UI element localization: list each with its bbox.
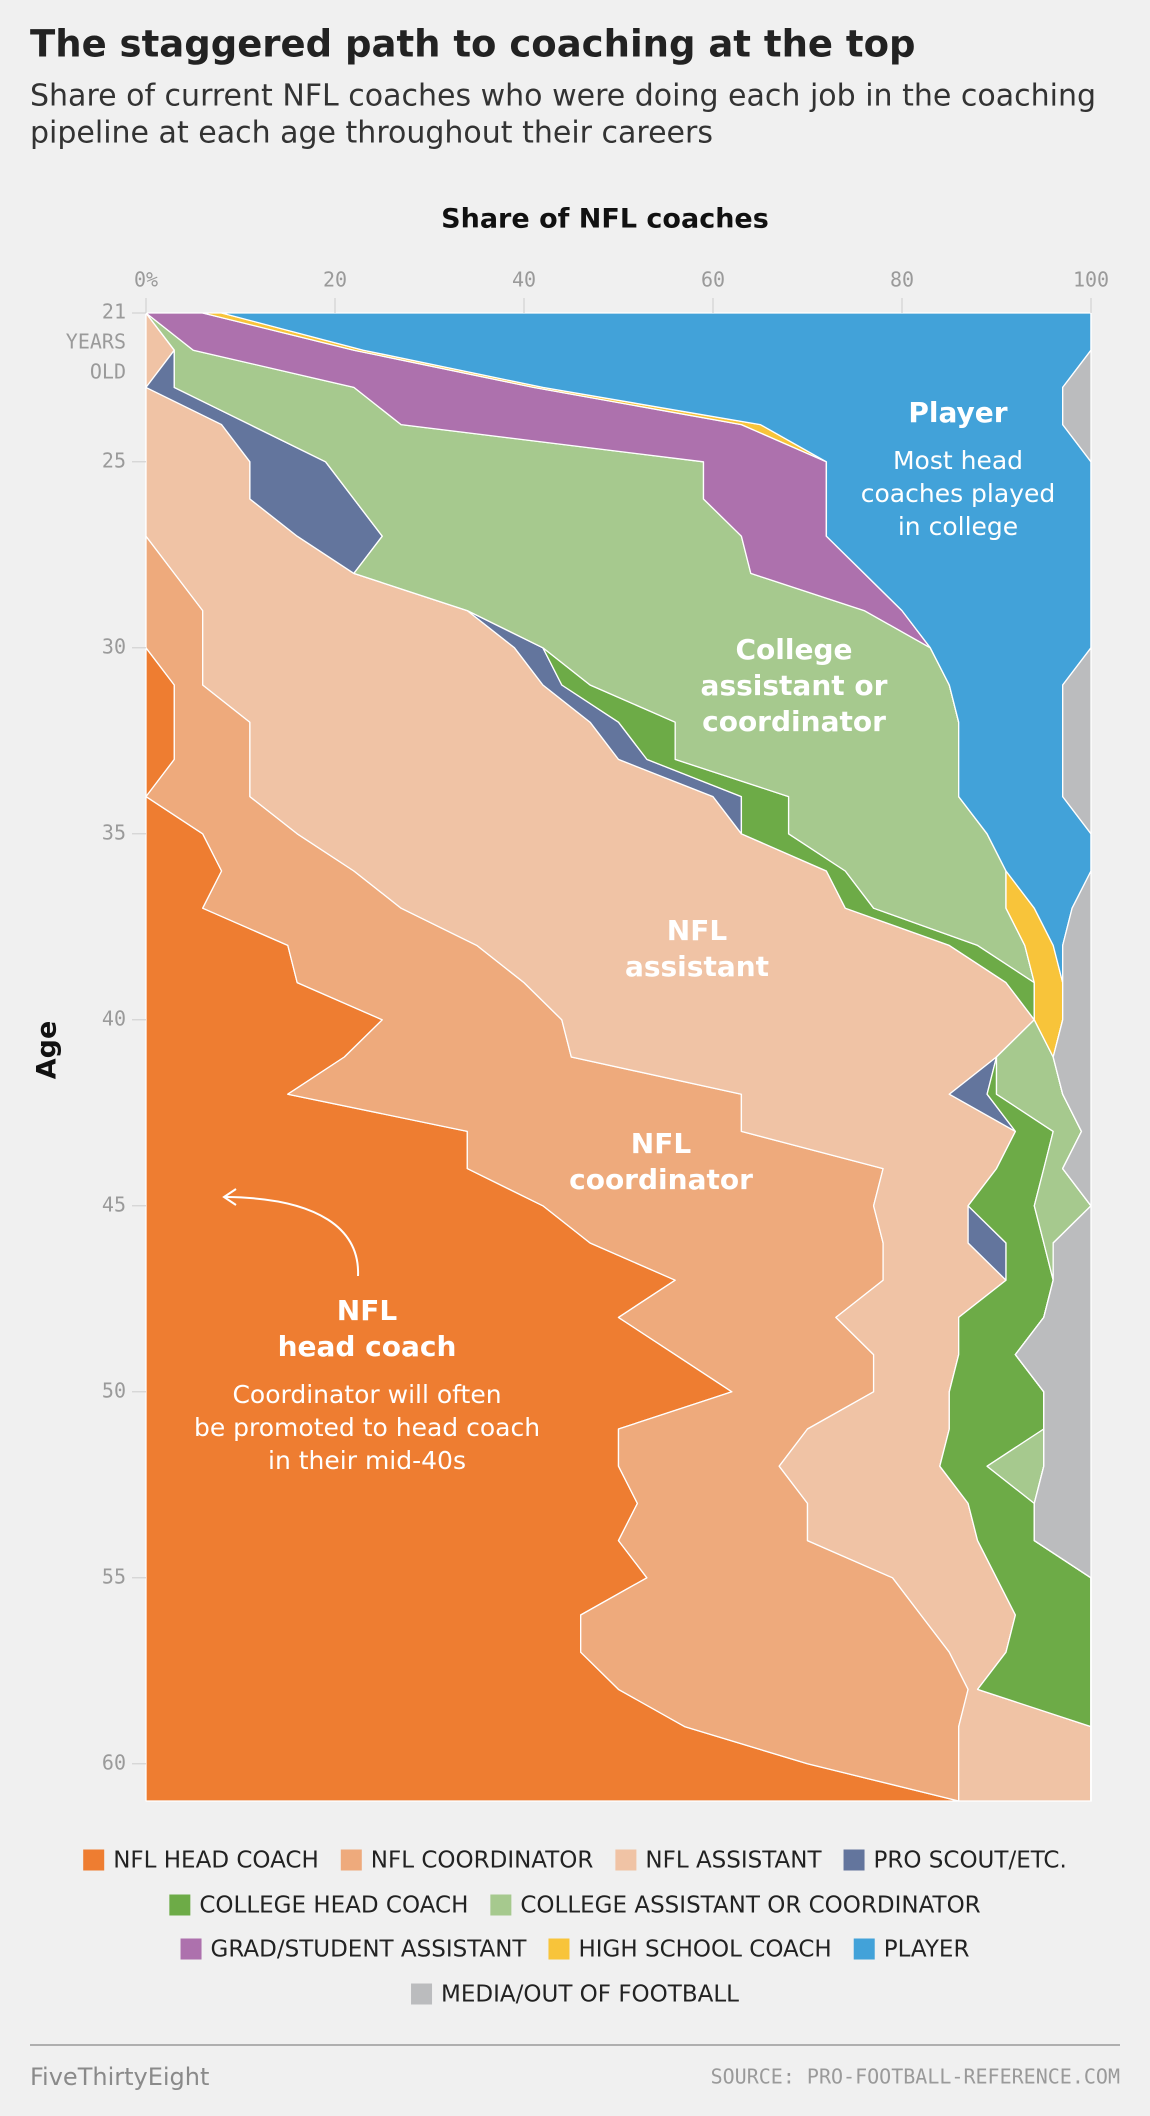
x-tick-label: 100: [1073, 268, 1109, 292]
annotation-title: head coach: [278, 1330, 457, 1363]
y-tick-label: 55: [102, 1564, 126, 1588]
legend-label: NFL HEAD COACH: [113, 1848, 319, 1874]
legend-item: PLAYER: [853, 1937, 970, 1963]
legend-item: NFL HEAD COACH: [83, 1848, 319, 1874]
legend-item: COLLEGE ASSISTANT OR COORDINATOR: [490, 1893, 981, 1919]
annotation-text: Coordinator will often: [232, 1380, 501, 1409]
x-tick-label: 80: [890, 268, 914, 292]
annotation-text: in their mid-40s: [268, 1446, 466, 1475]
y-tick-note: OLD: [90, 360, 126, 384]
annotation-arrowhead: [222, 1188, 237, 1206]
y-tick-label: 30: [102, 634, 126, 658]
annotation-title: NFL: [667, 914, 728, 947]
legend-item: PRO SCOUT/ETC.: [843, 1848, 1067, 1874]
annotation-text: coaches played: [861, 479, 1055, 508]
legend-item: COLLEGE HEAD COACH: [169, 1893, 468, 1919]
y-tick-label: 60: [102, 1750, 126, 1774]
y-tick-label: 50: [102, 1378, 126, 1402]
legend-label: NFL COORDINATOR: [371, 1848, 594, 1874]
annotation-text: be promoted to head coach: [194, 1413, 540, 1442]
annotation-text: in college: [898, 512, 1018, 541]
legend-swatch: [83, 1849, 105, 1871]
legend-swatch: [843, 1849, 865, 1871]
legend-label: COLLEGE HEAD COACH: [199, 1893, 468, 1919]
legend-label: HIGH SCHOOL COACH: [578, 1937, 831, 1963]
legend-item: MEDIA/OUT OF FOOTBALL: [411, 1982, 739, 2008]
annotation-title: NFL: [337, 1294, 398, 1327]
x-tick-label: 60: [701, 268, 725, 292]
annotation-title: assistant or: [701, 669, 888, 702]
annotation-title: coordinator: [702, 705, 886, 738]
chart-title: The staggered path to coaching at the to…: [30, 23, 915, 66]
annotation-text: Most head: [893, 446, 1023, 475]
legend-item: GRAD/STUDENT ASSISTANT: [180, 1937, 528, 1963]
chart-subtitle: pipeline at each age throughout their ca…: [30, 116, 713, 151]
legend-swatch: [490, 1894, 512, 1916]
annotation-title: coordinator: [569, 1163, 753, 1196]
legend-label: NFL ASSISTANT: [645, 1848, 822, 1874]
legend-item: NFL COORDINATOR: [340, 1848, 594, 1874]
legend-swatch: [340, 1849, 362, 1871]
legend-label: MEDIA/OUT OF FOOTBALL: [441, 1982, 739, 2008]
annotation-arrow: [225, 1196, 360, 1277]
legend-swatch: [853, 1938, 875, 1960]
y-tick-label: 21: [102, 300, 126, 324]
y-tick-label: 45: [102, 1192, 126, 1216]
legend-swatch: [548, 1938, 570, 1960]
y-axis-title: Age: [32, 1021, 63, 1080]
annotation-title: NFL: [631, 1127, 692, 1160]
legend-swatch: [615, 1849, 637, 1871]
legend-swatch: [180, 1938, 202, 1960]
area: [1014, 312, 1092, 1802]
chart-subtitle: Share of current NFL coaches who were do…: [30, 79, 1096, 114]
source: SOURCE: PRO-FOOTBALL-REFERENCE.COM: [711, 2065, 1120, 2089]
y-tick-note: YEARS: [66, 330, 126, 354]
annotation-title: College: [735, 633, 852, 666]
annotation-title: Player: [908, 396, 1007, 429]
legend-item: NFL ASSISTANT: [615, 1848, 822, 1874]
y-tick-label: 35: [102, 820, 126, 844]
legend-label: PRO SCOUT/ETC.: [874, 1848, 1067, 1874]
x-axis-title: Share of NFL coaches: [441, 204, 769, 235]
x-tick-label: 40: [512, 268, 536, 292]
legend-swatch: [169, 1894, 191, 1916]
brand: FiveThirtyEight: [30, 2063, 209, 2091]
legend-label: PLAYER: [884, 1937, 970, 1963]
y-tick-label: 25: [102, 448, 126, 472]
legend-label: COLLEGE ASSISTANT OR COORDINATOR: [520, 1893, 980, 1919]
legend-label: GRAD/STUDENT ASSISTANT: [211, 1937, 528, 1963]
legend-swatch: [411, 1983, 433, 2005]
plot-area: [145, 312, 1092, 1802]
annotation-title: assistant: [625, 950, 769, 983]
y-tick-label: 40: [102, 1006, 126, 1030]
x-tick-label: 0%: [134, 268, 158, 292]
legend-item: HIGH SCHOOL COACH: [548, 1937, 832, 1963]
x-tick-label: 20: [323, 268, 347, 292]
